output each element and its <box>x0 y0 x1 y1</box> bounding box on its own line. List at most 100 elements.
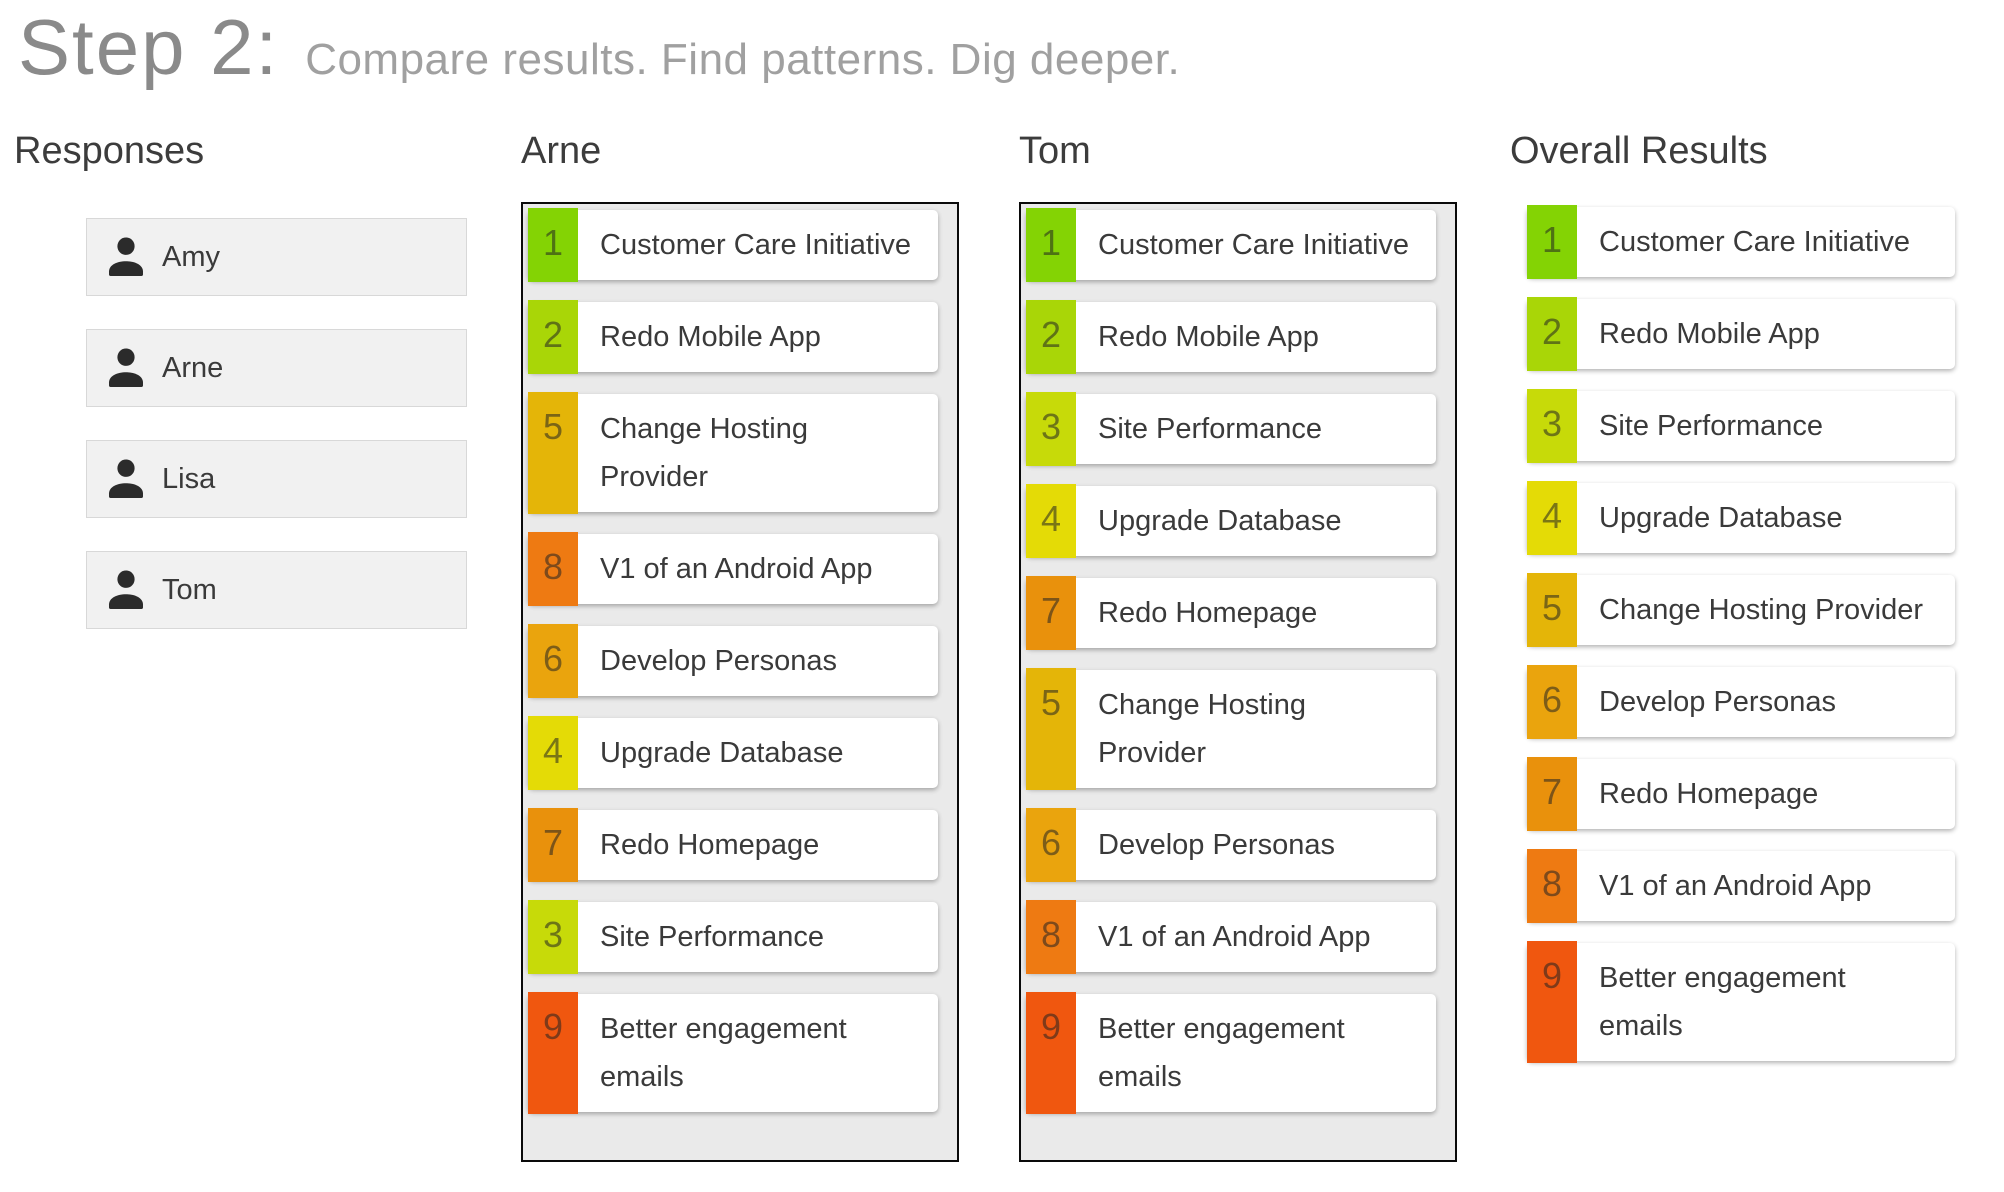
rank-number: 2 <box>1040 314 1062 355</box>
rank-badge: 3 <box>1026 392 1076 466</box>
ranking-panel: 1 Customer Care Initiative 2 Redo Mobile… <box>1510 202 1955 1063</box>
rank-number: 7 <box>542 822 564 863</box>
ranked-item-label: Customer Care Initiative <box>1098 229 1410 261</box>
ranking-card-list: 1 Customer Care Initiative 2 Redo Mobile… <box>1527 205 1955 1063</box>
ranking-column-tom: Tom 1 Customer Care Initiative 2 Redo Mo… <box>1019 128 1457 1162</box>
ranked-item-card: 5 Change Hosting Provider <box>528 392 938 514</box>
rank-number: 9 <box>542 1006 564 1047</box>
ranked-item-label: Change Hosting Provider <box>600 413 808 493</box>
ranking-column-title: Tom <box>1019 130 1091 172</box>
response-user-lisa[interactable]: Lisa <box>86 440 467 518</box>
rank-badge: 9 <box>1026 992 1076 1114</box>
ranked-item-label: Redo Homepage <box>600 829 820 861</box>
ranked-item-label: Upgrade Database <box>1599 502 1843 534</box>
rank-badge: 4 <box>528 716 578 790</box>
response-user-name: Arne <box>162 351 224 384</box>
ranked-item-label: Better engagement emails <box>600 1013 847 1093</box>
rank-number: 1 <box>1040 222 1062 263</box>
ranked-item-card: 7 Redo Homepage <box>528 808 938 882</box>
ranked-item-label: Change Hosting Provider <box>1599 594 1924 626</box>
ranked-item-card: 1 Customer Care Initiative <box>1527 205 1955 279</box>
ranked-item-card: 9 Better engagement emails <box>1527 941 1955 1063</box>
ranked-item-card: 2 Redo Mobile App <box>528 300 938 374</box>
rank-number: 2 <box>1541 311 1563 352</box>
rank-number: 6 <box>1541 679 1563 720</box>
rank-badge: 4 <box>1527 481 1577 555</box>
rank-badge: 6 <box>1527 665 1577 739</box>
rank-number: 4 <box>542 730 564 771</box>
person-icon <box>102 233 150 281</box>
rank-badge: 5 <box>528 392 578 514</box>
ranked-item-card: 5 Change Hosting Provider <box>1026 668 1436 790</box>
rank-badge: 2 <box>528 300 578 374</box>
ranked-item-card: 9 Better engagement emails <box>1026 992 1436 1114</box>
ranked-item-label: Site Performance <box>1098 413 1323 445</box>
ranked-item-card: 5 Change Hosting Provider <box>1527 573 1955 647</box>
ranked-item-label: Develop Personas <box>1098 829 1335 861</box>
ranked-item-card: 8 V1 of an Android App <box>1026 900 1436 974</box>
rank-number: 9 <box>1541 955 1563 996</box>
rank-number: 3 <box>1040 406 1062 447</box>
response-user-arne[interactable]: Arne <box>86 329 467 407</box>
ranked-item-card: 1 Customer Care Initiative <box>528 208 938 282</box>
ranked-item-card: 1 Customer Care Initiative <box>1026 208 1436 282</box>
ranking-column-overall-results: Overall Results 1 Customer Care Initiati… <box>1510 128 1955 1083</box>
ranked-item-label: Site Performance <box>600 921 825 953</box>
ranked-item-card: 2 Redo Mobile App <box>1026 300 1436 374</box>
ranked-item-card: 3 Site Performance <box>1026 392 1436 466</box>
ranked-item-label: Customer Care Initiative <box>600 229 912 261</box>
rank-number: 8 <box>1040 914 1062 955</box>
response-user-amy[interactable]: Amy <box>86 218 467 296</box>
ranked-item-label: Redo Homepage <box>1599 778 1819 810</box>
rank-number: 6 <box>1040 822 1062 863</box>
ranking-card-list: 1 Customer Care Initiative 2 Redo Mobile… <box>528 208 957 1114</box>
response-user-name: Tom <box>162 573 217 606</box>
rank-badge: 1 <box>1527 205 1577 279</box>
rank-badge: 8 <box>1026 900 1076 974</box>
rank-number: 1 <box>542 222 564 263</box>
ranked-item-label: V1 of an Android App <box>1098 921 1371 953</box>
rank-badge: 6 <box>528 624 578 698</box>
ranked-item-label: Redo Homepage <box>1098 597 1318 629</box>
step-title: Step 2: <box>18 3 280 91</box>
ranking-card-list: 1 Customer Care Initiative 2 Redo Mobile… <box>1026 208 1455 1114</box>
ranked-item-label: Upgrade Database <box>600 737 844 769</box>
rank-badge: 3 <box>528 900 578 974</box>
response-user-name: Amy <box>162 240 220 273</box>
page-header: Step 2: Compare results. Find patterns. … <box>18 3 1181 91</box>
rank-number: 2 <box>542 314 564 355</box>
rank-badge: 8 <box>528 532 578 606</box>
rank-badge: 3 <box>1527 389 1577 463</box>
ranked-item-label: Redo Mobile App <box>1098 321 1319 353</box>
ranked-item-card: 6 Develop Personas <box>1527 665 1955 739</box>
rank-number: 5 <box>542 406 564 447</box>
ranking-column-arne: Arne 1 Customer Care Initiative 2 Redo M… <box>521 128 959 1162</box>
ranking-panel: 1 Customer Care Initiative 2 Redo Mobile… <box>1019 202 1457 1162</box>
ranked-item-card: 8 V1 of an Android App <box>1527 849 1955 923</box>
ranking-column-title: Arne <box>521 130 602 172</box>
rank-badge: 1 <box>528 208 578 282</box>
ranked-item-label: Change Hosting Provider <box>1098 689 1306 769</box>
rank-badge: 5 <box>1527 573 1577 647</box>
step-subtitle: Compare results. Find patterns. Dig deep… <box>305 35 1181 84</box>
rank-badge: 6 <box>1026 808 1076 882</box>
ranking-panel: 1 Customer Care Initiative 2 Redo Mobile… <box>521 202 959 1162</box>
rank-number: 5 <box>1541 587 1563 628</box>
rank-badge: 9 <box>1527 941 1577 1063</box>
rank-badge: 8 <box>1527 849 1577 923</box>
ranked-item-label: Customer Care Initiative <box>1599 226 1911 258</box>
rank-badge: 9 <box>528 992 578 1114</box>
ranked-item-card: 2 Redo Mobile App <box>1527 297 1955 371</box>
ranked-item-label: Redo Mobile App <box>1599 318 1820 350</box>
ranked-item-card: 4 Upgrade Database <box>528 716 938 790</box>
rank-number: 5 <box>1040 682 1062 723</box>
rank-badge: 2 <box>1527 297 1577 371</box>
rank-badge: 7 <box>1527 757 1577 831</box>
responses-title: Responses <box>14 130 205 172</box>
rank-number: 1 <box>1541 219 1563 260</box>
rank-number: 4 <box>1541 495 1563 536</box>
rank-badge: 4 <box>1026 484 1076 558</box>
ranked-item-card: 4 Upgrade Database <box>1527 481 1955 555</box>
ranked-item-label: Develop Personas <box>1599 686 1836 718</box>
response-user-tom[interactable]: Tom <box>86 551 467 629</box>
